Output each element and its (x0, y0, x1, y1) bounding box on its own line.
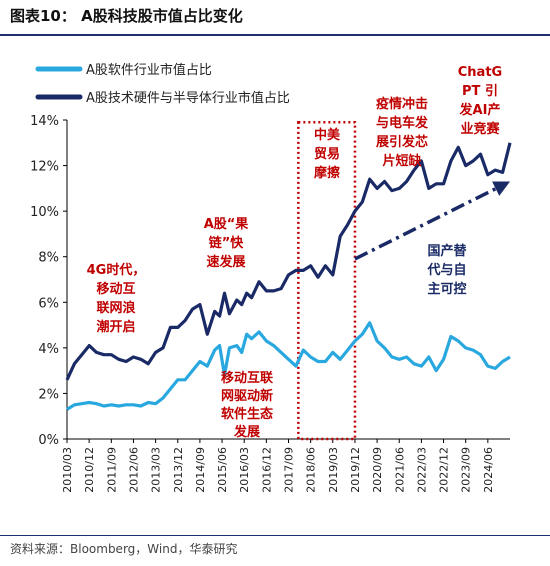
x-tick-label: 2022/12 (438, 447, 451, 493)
annotation-0-line-2: 联网浪 (96, 300, 135, 316)
x-tick-label: 2018/06 (305, 447, 318, 493)
x-tick-label: 2013/03 (150, 447, 163, 493)
y-tick-label: 6% (38, 296, 59, 311)
market-cap-share-chart: A股软件行业市值占比 A股技术硬件与半导体行业市值占比 0% 2% 4% 6% 8% 10%… (30, 62, 512, 493)
x-tick-label: 2016/12 (260, 447, 273, 493)
annotation-5-line-0: ChatG (458, 65, 502, 80)
y-tick-label: 10% (30, 205, 59, 220)
annotation-5-line-2: 发AI产 (459, 102, 501, 118)
x-tick-label: 2021/06 (393, 447, 406, 493)
x-tick-label: 2019/12 (349, 447, 362, 493)
x-tick-label: 2017/09 (283, 447, 296, 493)
x-tick-label: 2011/09 (105, 447, 118, 493)
annotation-1-line-2: 速发展 (206, 254, 246, 270)
title-bar: 图表10： A股科技股市值占比变化 (0, 0, 550, 30)
y-tick-label: 8% (38, 251, 59, 266)
footer-divider (0, 535, 550, 536)
software-share-line (66, 321, 511, 411)
y-tick-label: 2% (38, 387, 59, 402)
x-tick-label: 2012/06 (127, 447, 140, 493)
title-divider (0, 34, 550, 36)
annotation-2-line-2: 软件生态 (221, 406, 273, 422)
chart-axes: 0% 2% 4% 6% 8% 10% 12% 14% 2010/03 2010/12 2011/09… (30, 114, 510, 493)
annotation-0-line-3: 潮开启 (96, 319, 135, 335)
x-tick-label: 2019/03 (327, 447, 340, 493)
x-tick-label: 2022/03 (415, 447, 428, 493)
annotation-1-line-0: A股“果 (204, 217, 249, 232)
annotation-3-line-2: 摩擦 (314, 165, 340, 181)
trend-arrow-head (492, 181, 510, 196)
x-tick-label: 2016/03 (238, 447, 251, 493)
trend-arrow-shaft (354, 187, 497, 261)
x-tick-label: 2010/03 (61, 447, 74, 493)
annotation-1-line-1: 链”快 (208, 235, 245, 251)
figure-title: 图表10： A股科技股市值占比变化 (10, 7, 243, 25)
annotation-3-line-0: 中美 (314, 127, 341, 143)
highlight-box-rect (297, 121, 357, 441)
annotation-2-line-3: 发展 (233, 424, 261, 440)
annotation-4-line-0: 疫情冲击 (376, 96, 428, 112)
trend-arrow (354, 181, 510, 261)
x-tick-label: 2023/09 (460, 447, 473, 493)
legend-label-0: A股软件行业市值占比 (86, 62, 212, 78)
annotation-2-line-1: 网驱动新 (221, 388, 273, 404)
annotation-6-line-0: 国产替 (427, 243, 467, 259)
trade-friction-highlight-box (297, 121, 357, 441)
hardware-share-line (65, 142, 512, 381)
x-tick-label: 2010/12 (83, 447, 96, 493)
y-tick-label: 4% (38, 342, 59, 357)
annotation-6-line-1: 代与自 (426, 262, 466, 278)
annotation-5-line-3: 业竞赛 (460, 121, 500, 137)
y-tick-label: 12% (30, 160, 59, 175)
x-tick-label: 2024/06 (482, 447, 495, 493)
x-tick-label: 2014/09 (194, 447, 207, 493)
annotation-3-line-1: 贸易 (314, 146, 340, 162)
annotation-2-line-0: 移动互联 (221, 370, 273, 386)
annotation-6-line-2: 主可控 (427, 281, 466, 297)
annotation-5-line-1: PT 引 (462, 84, 498, 99)
y-tick-label: 14% (30, 114, 59, 129)
source-note: 资料来源：Bloomberg，Wind，华泰研究 (10, 542, 238, 556)
legend-label-1: A股技术硬件与半导体行业市值占比 (86, 90, 290, 106)
x-tick-label: 2015/06 (216, 447, 229, 493)
annotation-4-line-1: 与电车发 (376, 115, 429, 131)
annotation-4-line-2: 展引发芯 (376, 134, 428, 150)
annotation-0-line-1: 移动互 (96, 281, 135, 297)
annotation-0-line-0: 4G时代， (87, 262, 146, 278)
y-tick-label: 0% (38, 433, 59, 448)
chart-legend: A股软件行业市值占比 A股技术硬件与半导体行业市值占比 (35, 62, 290, 106)
x-tick-label: 2020/09 (371, 447, 384, 493)
annotation-4-line-3: 片短缺 (382, 153, 422, 169)
chart-series-lines (65, 142, 512, 411)
x-tick-label: 2013/12 (172, 447, 185, 493)
